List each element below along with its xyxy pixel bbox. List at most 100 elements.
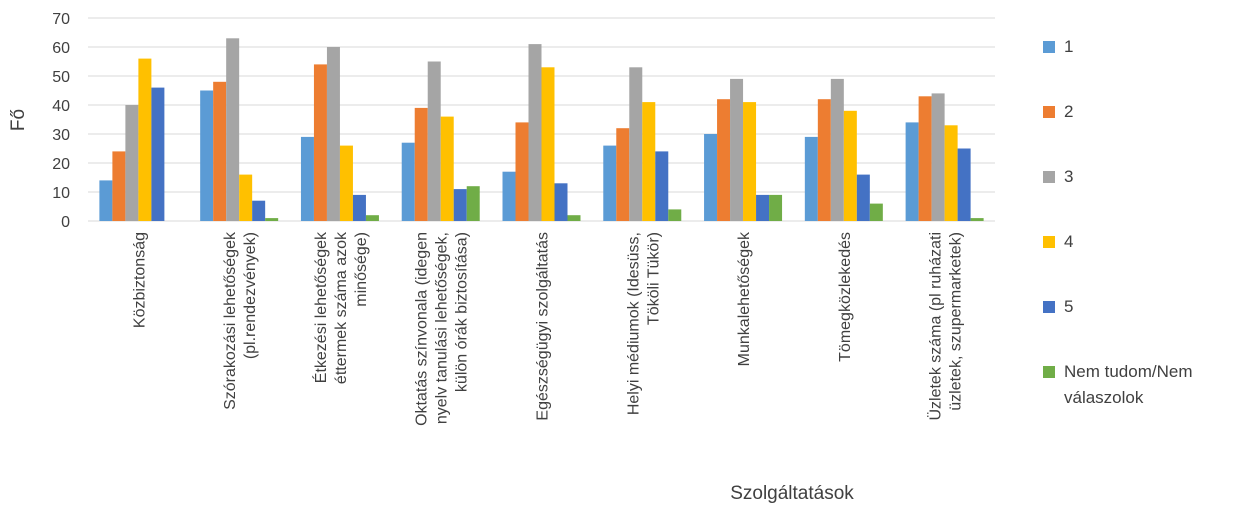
bar [239, 174, 253, 221]
y-tick-label: 50 [52, 69, 70, 86]
legend-swatch [1043, 41, 1055, 53]
y-tick-label: 30 [52, 127, 70, 144]
x-category-label: Étkezési lehetőségek éttermek száma azok m… [311, 231, 370, 384]
y-axis-ticks: 0 10 20 30 40 50 60 70 [52, 11, 70, 231]
x-category-label-line: Tököli Tükör) [645, 232, 662, 325]
bar [138, 58, 152, 221]
bar [213, 81, 227, 221]
x-category-label: Üzletek száma (pl ruházati üzletek, szupe… [927, 232, 965, 421]
bar [804, 136, 818, 221]
y-axis-title: Fő [8, 109, 29, 131]
bar [252, 200, 266, 221]
x-category-label-line: Helyi médiumok (Idesüss, [625, 232, 642, 415]
x-category-label: Oktatás színvonala (idegen nyelv tanulási… [414, 232, 471, 426]
bar [655, 151, 669, 221]
legend-label: 5 [1064, 297, 1074, 316]
bar [769, 194, 783, 221]
x-category-label-line: Munkalehetőségek [736, 231, 753, 366]
bar [931, 93, 945, 221]
bar [200, 90, 214, 221]
bar [603, 145, 617, 221]
bar [151, 87, 165, 221]
x-category-label-line: Egészségügyi szolgáltatás [535, 232, 552, 421]
bar [717, 99, 731, 221]
bar [313, 64, 327, 222]
bar [112, 151, 126, 221]
bar [339, 145, 353, 221]
y-tick-label: 60 [52, 40, 70, 57]
legend-swatch [1043, 366, 1055, 378]
bar [453, 189, 467, 221]
bar [668, 209, 682, 221]
bar [905, 122, 919, 221]
bar [743, 102, 757, 221]
x-category-label-line: Étkezési lehetőségek [311, 231, 330, 383]
legend-label: 4 [1064, 232, 1074, 251]
legend-item: 4 [1043, 229, 1244, 255]
bar [515, 122, 529, 221]
x-category-label: Közbiztonság [131, 232, 148, 328]
bar [830, 78, 844, 222]
legend-label: 3 [1064, 167, 1074, 186]
bar [567, 215, 581, 221]
bar [265, 218, 279, 221]
x-category-label: Munkalehetőségek [736, 231, 753, 366]
bar [704, 134, 718, 221]
bar [957, 148, 971, 221]
legend-label: 1 [1064, 37, 1074, 56]
bar [300, 136, 314, 221]
x-axis-category-labels: Közbiztonság Szórakozási lehetőségek (pl.r… [131, 231, 964, 426]
x-category-label: Egészségügyi szolgáltatás [535, 232, 552, 421]
legend-swatch [1043, 106, 1055, 118]
bar [352, 194, 366, 221]
legend-item: 5 [1043, 294, 1244, 320]
legend-item: 2 [1043, 99, 1244, 125]
bar [944, 125, 958, 221]
x-category-label-line: éttermek száma azok [333, 231, 350, 384]
bar [843, 110, 857, 221]
bar [326, 47, 340, 221]
x-category-label: Szórakozási lehetőségek (pl.rendezvények) [222, 231, 259, 410]
bar [756, 194, 770, 221]
bar [918, 96, 932, 221]
bar [642, 102, 656, 221]
x-axis-title: Szolgáltatások [730, 483, 854, 504]
x-category-label-line: minősége) [353, 232, 370, 307]
legend-item: 1 [1043, 34, 1244, 60]
x-category-label: Tömegközlekedés [837, 232, 854, 362]
bar [427, 61, 441, 221]
bar [365, 215, 379, 221]
bar [226, 38, 240, 221]
x-category-label-line: Szórakozási lehetőségek [222, 231, 239, 410]
legend-label: 2 [1064, 102, 1074, 121]
x-category-label-line: külön órák biztosítása) [454, 232, 471, 392]
bar [869, 203, 883, 221]
legend-item: 3 [1043, 164, 1244, 190]
y-tick-label: 10 [52, 185, 70, 202]
bar [554, 183, 568, 221]
x-category-label-line: Közbiztonság [131, 232, 148, 328]
legend-swatch [1043, 236, 1055, 248]
bar [528, 44, 542, 221]
bar [401, 142, 415, 221]
bars [99, 38, 984, 222]
y-tick-label: 20 [52, 156, 70, 173]
legend-item: Nem tudom/Nem válaszolok [1043, 359, 1244, 411]
bar [970, 218, 984, 221]
bar [466, 186, 480, 221]
y-tick-label: 0 [61, 214, 70, 231]
bar [502, 171, 516, 221]
bar [817, 99, 831, 221]
bar [414, 107, 428, 221]
bar [440, 116, 454, 221]
bar [856, 174, 870, 221]
bar [730, 78, 744, 222]
x-category-label: Helyi médiumok (Idesüss, Tököli Tükör) [625, 232, 662, 415]
x-category-label-line: üzletek, szupermarketek) [948, 232, 965, 411]
x-category-label-line: nyelv tanulási lehetőségek, [434, 232, 451, 424]
bar [616, 128, 630, 221]
legend-label: Nem tudom/Nem válaszolok [1064, 362, 1193, 407]
x-category-label-line: (pl.rendezvények) [242, 232, 259, 359]
x-category-label-line: Oktatás színvonala (idegen [414, 232, 431, 426]
